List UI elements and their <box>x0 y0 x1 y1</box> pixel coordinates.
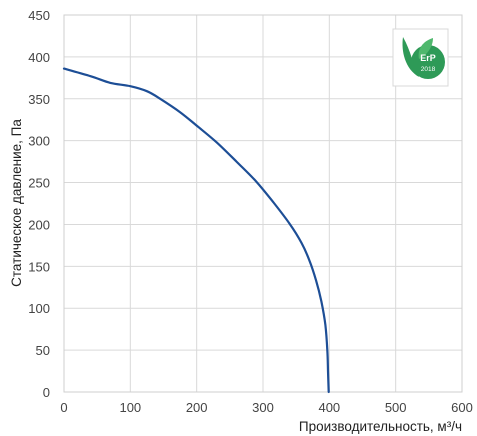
erp-badge: ErP 2018 <box>392 28 449 87</box>
y-tick-label: 400 <box>28 50 50 65</box>
x-axis-label: Производительность, м³/ч <box>299 419 462 434</box>
x-tick-label: 200 <box>186 400 208 415</box>
x-tick-label: 400 <box>318 400 340 415</box>
badge-year-text: 2018 <box>421 66 436 73</box>
y-tick-label: 100 <box>28 301 50 316</box>
y-tick-label: 0 <box>43 385 50 400</box>
y-tick-label: 450 <box>28 8 50 23</box>
x-tick-label: 0 <box>60 400 67 415</box>
y-tick-label: 350 <box>28 92 50 107</box>
badge-erp-text: ErP <box>420 53 436 63</box>
x-tick-label: 500 <box>385 400 407 415</box>
y-tick-label: 150 <box>28 259 50 274</box>
leaf-icon <box>402 37 419 77</box>
x-tick-labels: 0 100 200 300 400 500 600 <box>60 400 472 415</box>
x-tick-label: 600 <box>451 400 473 415</box>
x-tick-label: 300 <box>252 400 274 415</box>
y-axis-label: Статическое давление, Па <box>9 119 24 287</box>
x-tick-label: 100 <box>119 400 141 415</box>
leaf-right-icon <box>418 38 433 59</box>
y-tick-label: 50 <box>36 343 50 358</box>
y-tick-label: 250 <box>28 176 50 191</box>
y-tick-label: 300 <box>28 134 50 149</box>
y-tick-labels: 0 50 100 150 200 250 300 350 400 450 <box>28 8 50 400</box>
performance-curve <box>62 67 330 394</box>
plot-area-border <box>63 14 463 393</box>
y-tick-label: 200 <box>28 217 50 232</box>
